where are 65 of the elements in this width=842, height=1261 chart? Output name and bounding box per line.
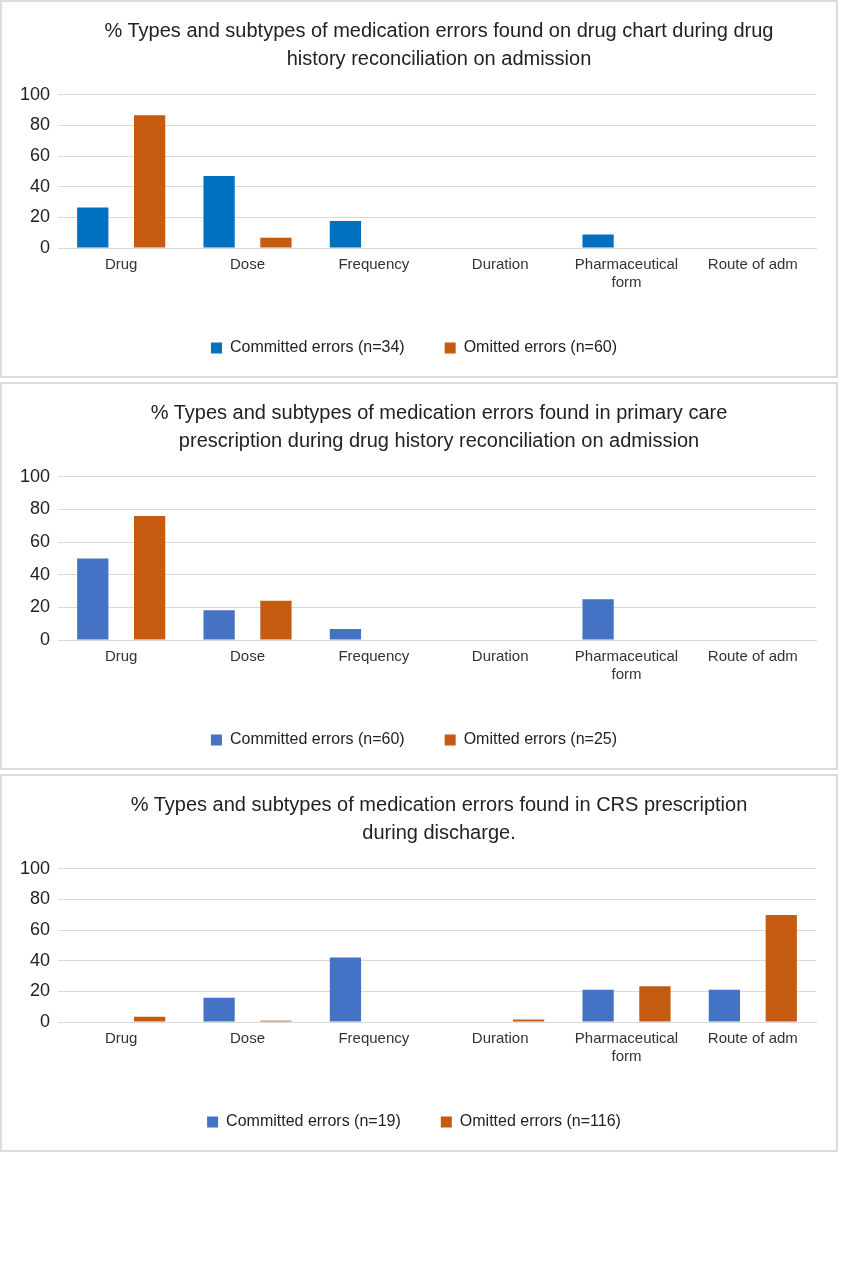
x-tick-label: Duration xyxy=(471,647,529,665)
y-tick-label: 60 xyxy=(30,919,51,940)
bar xyxy=(133,515,166,640)
x-tick-label: Frequency xyxy=(338,1029,410,1047)
x-tick-label: Frequency xyxy=(338,647,410,665)
bar xyxy=(133,1016,166,1022)
bar xyxy=(203,997,235,1022)
legend-label: Committed errors (n=60) xyxy=(229,730,405,748)
legend-label: Committed errors (n=19) xyxy=(226,1112,401,1130)
bar xyxy=(260,600,292,640)
bar xyxy=(260,237,292,248)
bar xyxy=(77,558,109,640)
x-tick-label: Dose xyxy=(230,255,266,273)
bar xyxy=(512,1019,545,1022)
chart-title: % Types and subtypes of medication errors found in CRS prescription during discharge. xyxy=(129,792,749,845)
legend-label: Committed errors (n=34) xyxy=(229,338,405,356)
x-tick-label: Drug xyxy=(104,647,138,665)
y-tick-label: 20 xyxy=(30,980,51,1001)
bar xyxy=(77,207,109,248)
y-tick-label: 100 xyxy=(19,465,51,486)
x-tick-label: Route of adm xyxy=(707,647,798,665)
y-tick-label: 60 xyxy=(30,531,51,552)
y-tick-label: 20 xyxy=(30,596,51,617)
y-tick-label: 100 xyxy=(19,83,51,104)
y-tick-label: 80 xyxy=(30,498,51,519)
x-tick-label: Pharmaceutical form xyxy=(574,647,679,683)
bar xyxy=(582,234,614,248)
bar xyxy=(329,629,362,640)
y-tick-label: 40 xyxy=(30,563,51,584)
legend-label: Omitted errors (n=25) xyxy=(463,730,618,748)
x-tick-label: Drug xyxy=(104,255,138,273)
y-tick-label: 60 xyxy=(30,145,51,166)
y-tick-label: 40 xyxy=(30,949,51,970)
y-tick-label: 20 xyxy=(30,206,51,227)
y-tick-label: 0 xyxy=(40,1010,51,1031)
bar xyxy=(133,115,166,248)
x-tick-label: Dose xyxy=(230,647,266,665)
y-tick-label: 100 xyxy=(19,857,51,878)
bar xyxy=(582,989,614,1022)
y-tick-label: 40 xyxy=(30,175,51,196)
x-tick-label: Drug xyxy=(104,1029,138,1047)
bar xyxy=(203,176,235,248)
x-tick-label: Duration xyxy=(471,255,529,273)
bar xyxy=(639,986,671,1022)
x-tick-label: Frequency xyxy=(338,255,410,273)
x-tick-label: Route of adm xyxy=(707,255,798,273)
y-tick-label: 80 xyxy=(30,888,51,909)
chart-title: % Types and subtypes of medication errors found in primary care prescription during drug history reconciliation on admission xyxy=(149,400,729,453)
legend-label: Omitted errors (n=60) xyxy=(463,338,618,356)
legend-label: Omitted errors (n=116) xyxy=(459,1112,621,1130)
y-tick-label: 0 xyxy=(40,236,51,257)
bar xyxy=(708,989,741,1022)
x-tick-label: Pharmaceutical form xyxy=(574,1029,679,1065)
bar xyxy=(765,915,797,1022)
bar xyxy=(582,599,614,640)
bar xyxy=(329,957,362,1022)
x-tick-label: Dose xyxy=(230,1029,266,1047)
x-tick-label: Route of adm xyxy=(707,1029,798,1047)
x-tick-label: Pharmaceutical form xyxy=(574,255,679,291)
x-tick-label: Duration xyxy=(471,1029,529,1047)
y-tick-label: 0 xyxy=(40,628,51,649)
bar xyxy=(203,610,235,640)
bar xyxy=(329,221,362,248)
chart-title: % Types and subtypes of medication errors found on drug chart during drug history reconciliation on admission xyxy=(103,18,775,71)
y-tick-label: 80 xyxy=(30,114,51,135)
